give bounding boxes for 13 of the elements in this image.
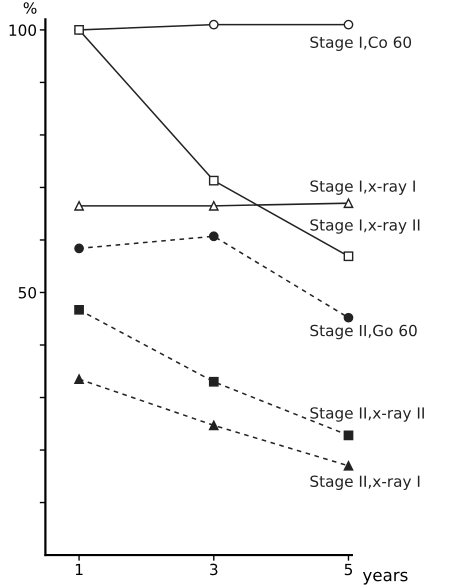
- y-tick-label: 100: [10, 24, 36, 36]
- y-axis-title: %: [24, 2, 36, 14]
- x-tick-label: 1: [76, 564, 83, 576]
- series-label: Stage II,Go 60: [310, 324, 417, 340]
- y-tick-label: 50: [18, 286, 36, 299]
- series-label: Stage I,Co 60: [310, 36, 412, 51]
- series-label: Stage II,x-ray I: [310, 475, 420, 490]
- series-label: Stage I,x-ray II: [310, 219, 420, 234]
- x-tick-label: 5: [344, 564, 352, 576]
- series-label: Stage II,x-ray II: [310, 407, 424, 422]
- series-label: Stage I,x-ray I: [310, 180, 415, 195]
- x-tick-label: 3: [210, 564, 218, 576]
- x-axis-title: years: [362, 572, 408, 585]
